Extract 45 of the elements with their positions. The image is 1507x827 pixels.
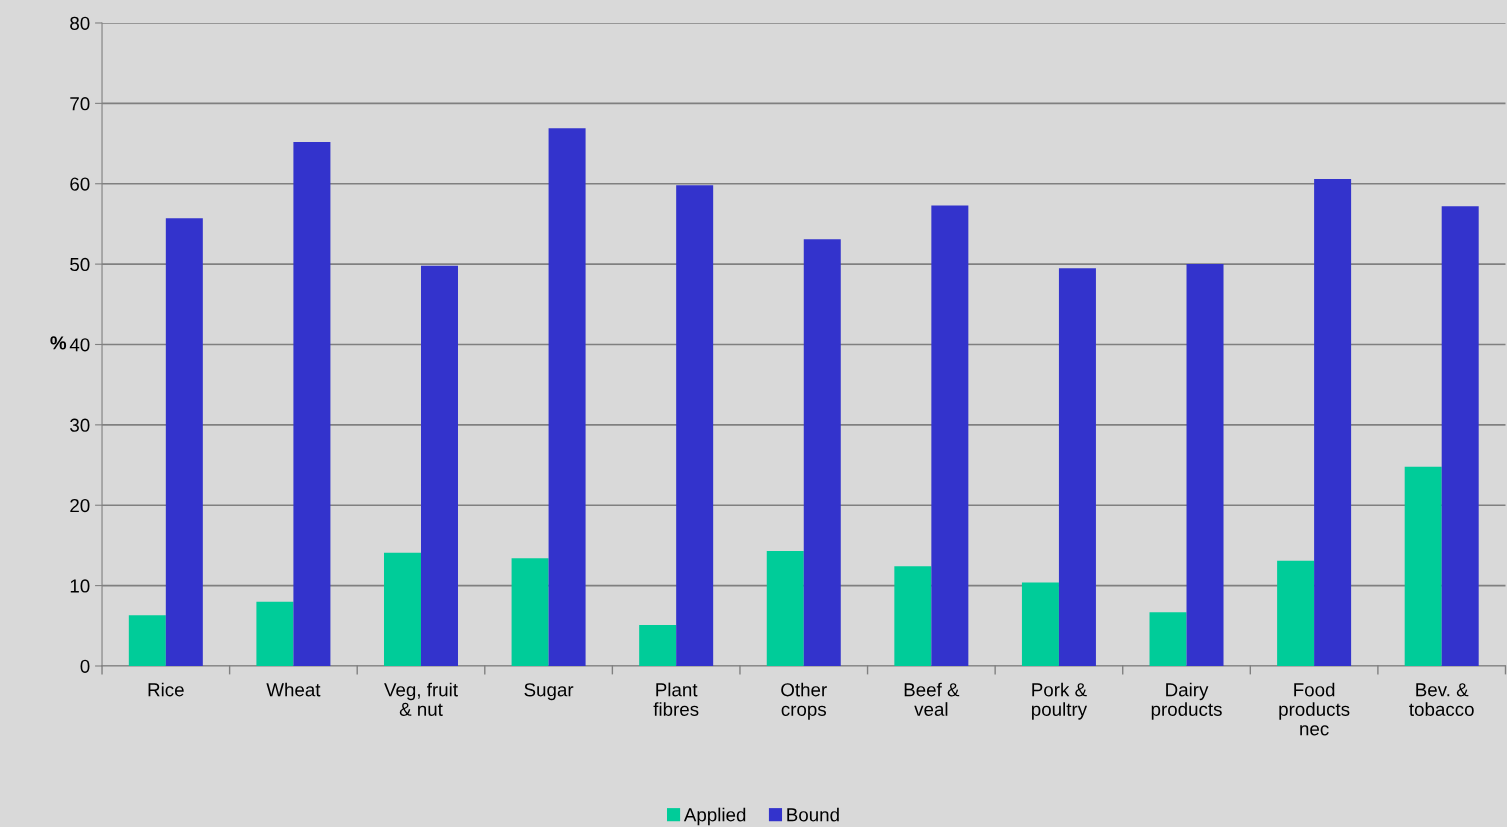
bar [128,615,166,666]
y-tick-label: 20 [70,498,90,513]
bar [931,205,969,666]
x-tick-label: Rice [148,682,184,697]
x-tick-label: Veg, fruit & nut [384,682,458,716]
y-tick-label: 60 [70,177,90,191]
x-tick-label: Sugar [524,683,574,701]
bar [548,128,586,666]
y-tick-label: 50 [70,257,90,272]
bar [420,265,458,666]
x-tick-label: Wheat [266,682,321,697]
y-tick-label: 80 [70,16,90,30]
bar [1021,582,1059,666]
y-tick-label: 10 [70,579,90,593]
x-tick-label: Bev. & tobacco [1409,683,1474,716]
y-axis-title: % [50,336,67,350]
bar [894,566,932,666]
bar [803,239,841,666]
y-tick-label: 70 [70,97,90,111]
bar [1404,466,1442,666]
bar [511,558,549,666]
bar [1186,264,1224,666]
x-tick-label: Food products nec [1279,682,1350,736]
x-tick-label: Dairy products [1151,682,1222,720]
y-tick-label: 40 [69,338,90,352]
bar [383,552,421,666]
bar [766,551,804,666]
bar [676,185,714,666]
x-tick-label: Other crops [781,682,827,720]
y-tick-label: 30 [70,418,90,432]
legend-label: Bound [787,807,839,822]
bar [1314,178,1352,666]
bar [1058,268,1096,666]
x-tick-label: Pork & poultry [1032,682,1088,720]
x-tick-label: Beef & veal [904,682,960,716]
bar [165,218,203,666]
x-tick-label: Plant fibres [653,682,699,716]
bar [1277,560,1315,666]
bar [1149,612,1187,666]
bar [256,601,294,666]
legend-label: Applied [683,807,746,826]
bar [293,141,331,666]
y-tick-label: 0 [80,659,90,673]
bar [1441,206,1479,666]
bar [639,624,677,666]
